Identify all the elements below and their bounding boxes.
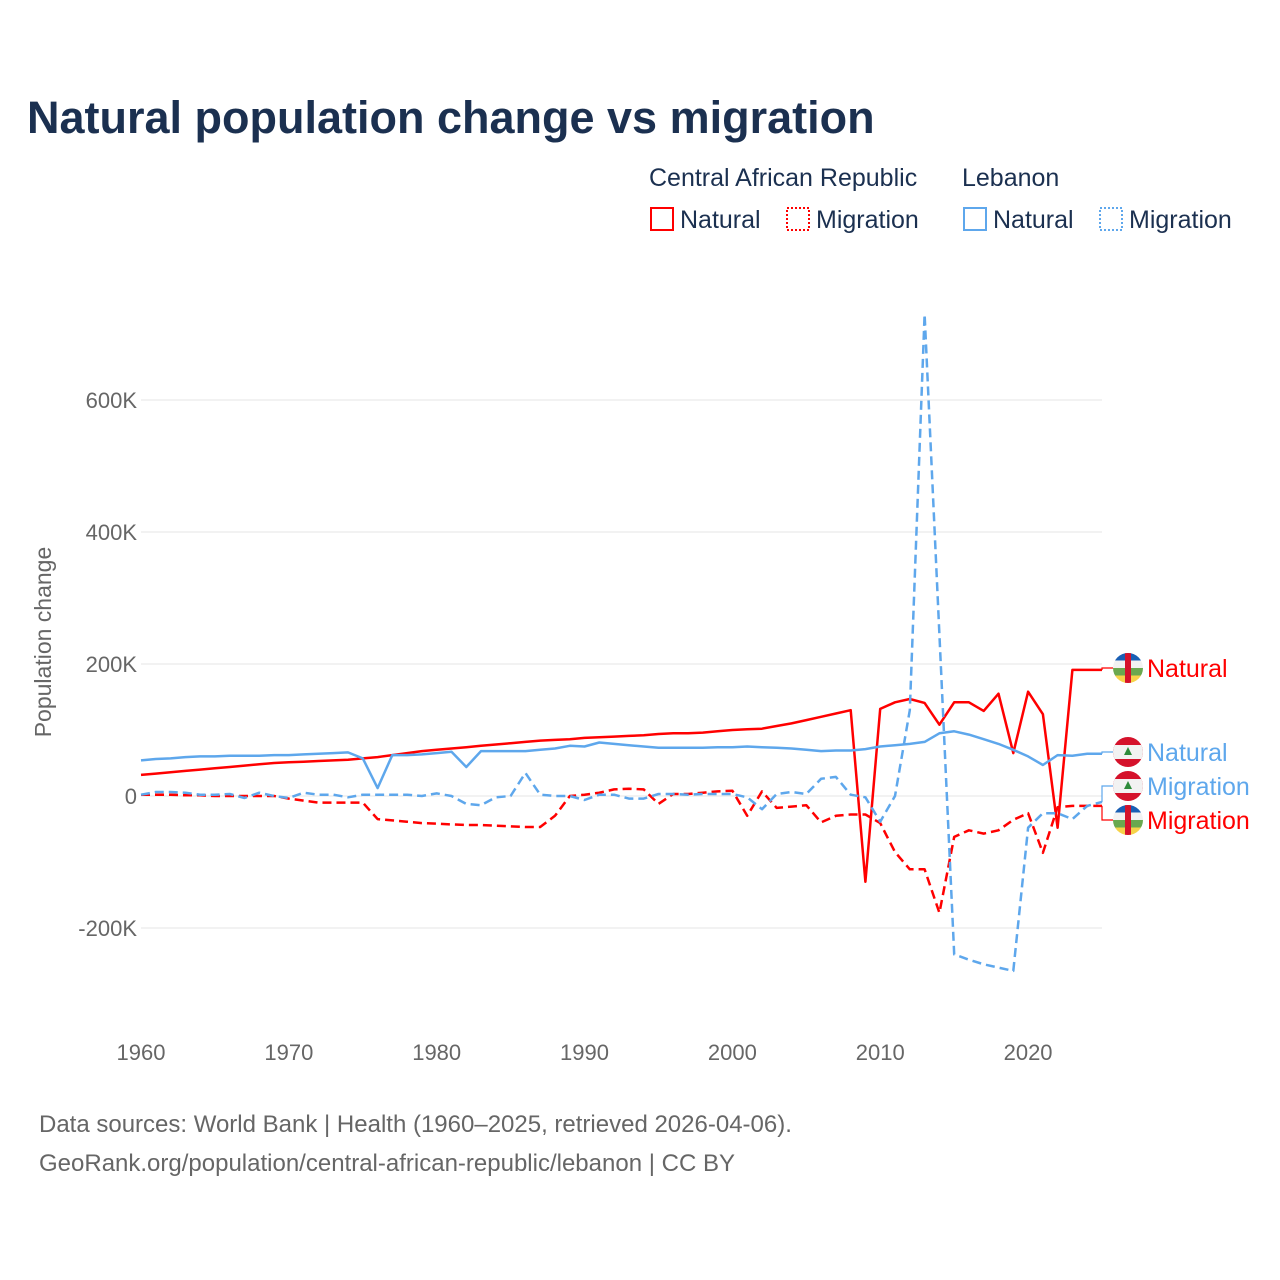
y-axis-label: Population change <box>30 547 56 738</box>
y-tick-label: 600K <box>86 388 138 413</box>
end-label-central-migration: Migration <box>1101 805 1250 835</box>
label-connector <box>1101 805 1113 821</box>
end-label-text: Migration <box>1147 807 1250 835</box>
legend-car-migration[interactable]: Migration <box>816 206 919 234</box>
chart-title: Natural population change vs migration <box>27 92 875 143</box>
x-tick-label: 2010 <box>856 1040 905 1065</box>
end-label-text: Natural <box>1147 739 1228 767</box>
x-tick-label: 2020 <box>1004 1040 1053 1065</box>
label-connector <box>1101 751 1113 754</box>
series-lines <box>140 312 1103 973</box>
legend-group-lebanon: Lebanon <box>962 164 1059 192</box>
label-connector <box>1101 667 1113 670</box>
x-tick-label: 1990 <box>560 1040 609 1065</box>
x-tick-label: 1980 <box>412 1040 461 1065</box>
footer-link[interactable]: GeoRank.org/population/central-african-r… <box>39 1150 735 1177</box>
gridlines <box>141 399 1102 929</box>
legend-car-natural[interactable]: Natural <box>680 206 761 234</box>
end-label-lebanon-migration: Migration <box>1101 771 1250 802</box>
x-tick-label: 2000 <box>708 1040 757 1065</box>
flag-lebanon-icon <box>1113 737 1143 767</box>
y-tick-label: 0 <box>125 784 137 809</box>
series-line-lebanon-migration[interactable] <box>140 312 1103 973</box>
x-tick-label: 1960 <box>117 1040 166 1065</box>
label-connector <box>1101 785 1113 802</box>
legend-swatch-lebanon-natural <box>963 207 987 231</box>
end-label-text: Natural <box>1147 655 1228 683</box>
legend: Central African Republic Lebanon Natural… <box>649 164 1232 234</box>
series-line-central-natural[interactable] <box>140 668 1102 884</box>
x-tick-label: 1970 <box>264 1040 313 1065</box>
y-tick-label: 200K <box>86 652 138 677</box>
flag-central-african-republic-icon <box>1113 653 1143 683</box>
series-line-central-migration[interactable] <box>141 787 1102 915</box>
end-label-lebanon-natural: Natural <box>1101 737 1228 767</box>
legend-lebanon-migration[interactable]: Migration <box>1129 206 1232 234</box>
y-ticks: -200K 0 200K 400K 600K <box>78 388 137 941</box>
legend-swatch-car-migration <box>786 207 810 231</box>
flag-central-african-republic-icon <box>1113 805 1143 835</box>
y-tick-label: 400K <box>86 520 138 545</box>
y-tick-label: -200K <box>78 916 137 941</box>
end-label-text: Migration <box>1147 773 1250 801</box>
legend-swatch-car-natural <box>650 207 674 231</box>
flag-lebanon-icon <box>1113 771 1143 801</box>
legend-swatch-lebanon-migration <box>1099 207 1123 231</box>
end-label-central-natural: Natural <box>1101 653 1228 683</box>
end-labels: Natural Migration Natural Migration <box>1101 653 1250 835</box>
footer-sources: Data sources: World Bank | Health (1960–… <box>39 1111 792 1138</box>
legend-group-car: Central African Republic <box>649 164 917 192</box>
legend-lebanon-natural[interactable]: Natural <box>993 206 1074 234</box>
series-line-lebanon-natural[interactable] <box>140 730 1102 790</box>
x-ticks: 1960 1970 1980 1990 2000 2010 2020 <box>117 1040 1053 1065</box>
